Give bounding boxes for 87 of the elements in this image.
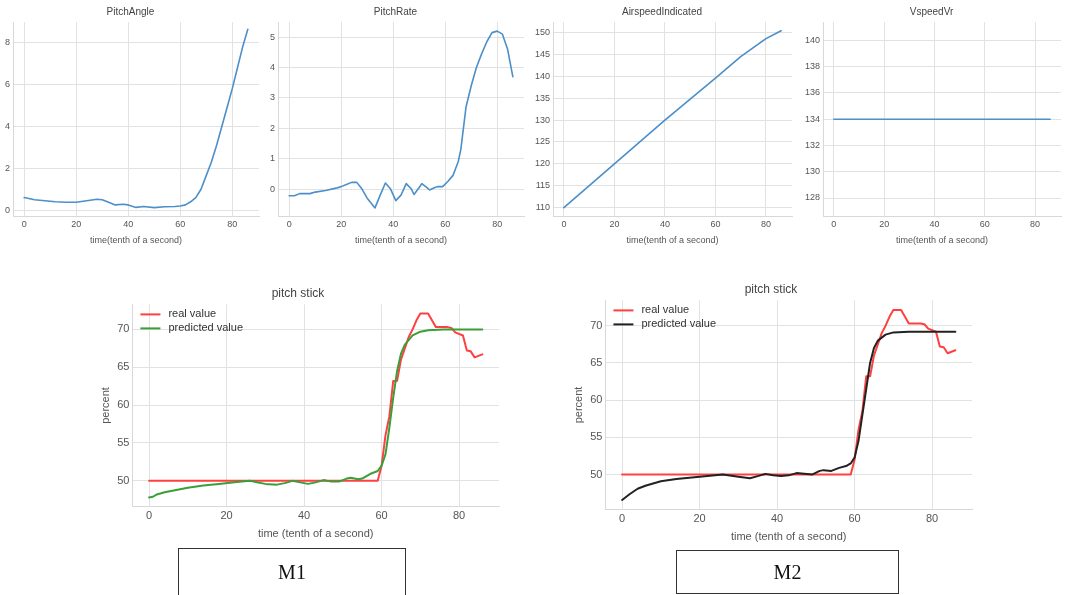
y-tick-label: 50 <box>590 467 603 480</box>
x-tick-label: 0 <box>146 509 153 522</box>
y-tick-label: 150 <box>534 26 551 37</box>
chart-title: AirspeedIndicated <box>621 5 703 17</box>
x-tick-label: 40 <box>123 219 134 230</box>
legend-label: real value <box>168 307 217 320</box>
y-tick-label: 115 <box>535 180 551 191</box>
x-tick-label: 60 <box>848 512 861 525</box>
x-tick-label: 20 <box>609 219 620 230</box>
x-axis-title: time(tenth of a second) <box>89 235 183 246</box>
chart-title: PitchAngle <box>106 5 155 17</box>
y-tick-label: 120 <box>534 158 551 169</box>
x-tick-label: 40 <box>770 512 784 525</box>
x-tick-label: 80 <box>760 219 771 230</box>
y-tick-label: 60 <box>590 393 603 406</box>
x-tick-label: 20 <box>693 512 706 525</box>
y-tick-label: 70 <box>117 322 130 335</box>
x-tick-label: 0 <box>21 219 27 230</box>
x-tick-label: 0 <box>619 512 626 525</box>
x-tick-label: 20 <box>879 219 890 230</box>
x-tick-label: 60 <box>979 219 990 230</box>
x-tick-label: 0 <box>561 219 567 230</box>
y-tick-label: 65 <box>590 355 603 368</box>
y-tick-label: 2 <box>269 122 276 133</box>
y-tick-label: 6 <box>4 79 11 90</box>
y-tick-label: 134 <box>804 113 821 124</box>
chart-title: VspeedVr <box>909 5 954 17</box>
x-tick-label: 60 <box>175 219 186 230</box>
y-tick-label: 4 <box>269 62 276 73</box>
y-tick-label: 130 <box>534 114 551 125</box>
y-tick-label: 110 <box>535 202 551 213</box>
x-axis-title: time (tenth of a second) <box>257 527 374 540</box>
chart-title: pitch stick <box>744 281 799 296</box>
text: M1 <box>178 548 406 595</box>
x-tick-label: 20 <box>220 509 233 522</box>
text: M2 <box>676 550 899 594</box>
y-tick-label: 140 <box>534 70 551 81</box>
x-tick-label: 0 <box>831 219 837 230</box>
y-tick-label: 55 <box>117 436 130 449</box>
y-tick-label: 136 <box>804 87 821 98</box>
x-tick-label: 60 <box>710 219 721 230</box>
y-tick-label: 128 <box>804 192 821 203</box>
x-axis-title: time(tenth of a second) <box>895 235 989 246</box>
y-tick-label: 4 <box>4 121 11 131</box>
y-tick-label: 70 <box>590 318 603 331</box>
y-tick-label: 0 <box>4 204 11 215</box>
y-tick-label: 138 <box>804 61 821 72</box>
y-tick-label: 140 <box>804 34 821 45</box>
x-tick-label: 80 <box>1030 219 1041 230</box>
x-axis-title: time(tenth of a second) <box>354 235 448 246</box>
x-tick-label: 40 <box>929 219 940 230</box>
y-tick-label: 2 <box>4 162 11 173</box>
y-tick-label: 55 <box>590 430 603 443</box>
y-tick-label: 5 <box>269 31 276 42</box>
y-axis-title: percent <box>98 387 111 424</box>
x-axis-title: time (tenth of a second) <box>730 530 847 543</box>
x-tick-label: 60 <box>440 219 451 230</box>
x-tick-label: 0 <box>286 219 292 230</box>
x-tick-label: 80 <box>492 219 503 230</box>
chart-title: pitch stick <box>271 285 326 300</box>
y-tick-label: 125 <box>534 136 551 147</box>
y-tick-label: 0 <box>269 183 276 194</box>
legend-label: predicted value <box>168 321 244 334</box>
y-tick-label: 50 <box>117 473 130 486</box>
legend-label: predicted value <box>641 317 717 330</box>
x-tick-label: 40 <box>388 219 399 230</box>
y-tick-label: 132 <box>804 139 821 150</box>
x-tick-label: 60 <box>375 509 388 522</box>
x-tick-label: 80 <box>227 219 238 230</box>
y-tick-label: 145 <box>534 48 551 59</box>
chart-title: PitchRate <box>373 5 418 17</box>
y-axis-title: percent <box>571 386 584 424</box>
y-tick-label: 65 <box>117 360 130 373</box>
x-tick-label: 20 <box>336 219 347 230</box>
y-tick-label: 1 <box>269 153 276 164</box>
x-tick-label: 80 <box>925 512 939 525</box>
y-tick-label: 3 <box>269 92 276 103</box>
x-axis-title: time(tenth of a second) <box>626 235 719 246</box>
legend-label: real value <box>641 303 690 316</box>
y-tick-label: 60 <box>117 398 130 411</box>
x-tick-label: 40 <box>297 509 311 522</box>
y-tick-label: 135 <box>534 92 551 103</box>
x-tick-label: 20 <box>71 219 82 230</box>
x-tick-label: 40 <box>659 219 670 230</box>
y-tick-label: 8 <box>4 37 11 48</box>
y-tick-label: 130 <box>804 166 821 177</box>
x-tick-label: 80 <box>452 509 466 522</box>
